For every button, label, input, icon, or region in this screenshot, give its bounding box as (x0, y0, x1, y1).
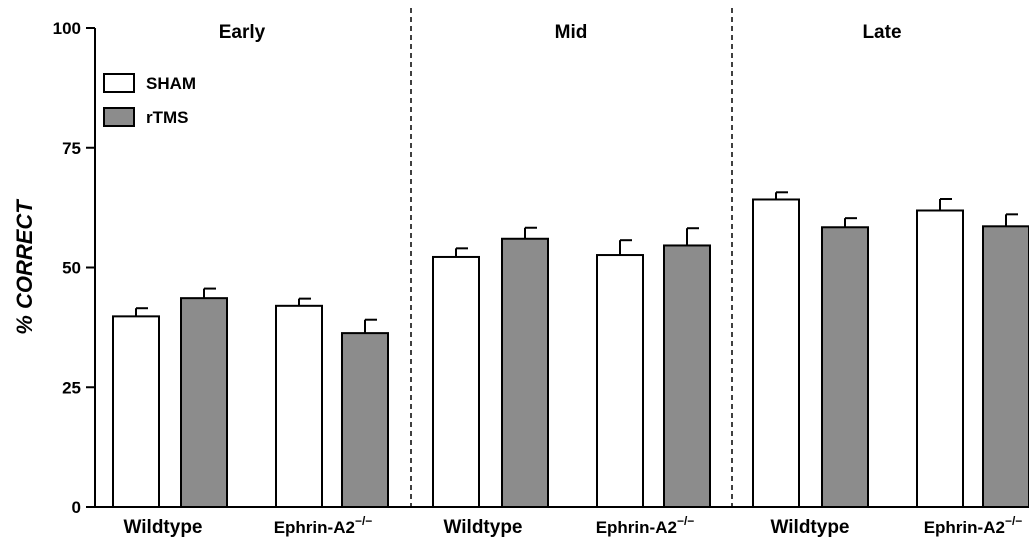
category-label: Wildtype (124, 517, 203, 538)
y-tick-label: 0 (72, 498, 81, 517)
bar (916, 209, 964, 508)
category-superscript: −/− (1005, 514, 1022, 528)
bar (112, 315, 160, 508)
category-label: Wildtype (444, 517, 523, 538)
bar (341, 332, 389, 508)
panel-title: Late (862, 22, 901, 43)
bar (821, 226, 869, 508)
category-name: Wildtype (444, 517, 523, 538)
bar (752, 198, 800, 508)
bar (275, 304, 323, 508)
legend-swatch (103, 107, 135, 127)
category-name: Ephrin-A2 (924, 518, 1005, 537)
bar (663, 244, 711, 508)
panel-title: Mid (555, 22, 588, 43)
bar (596, 254, 644, 508)
category-name: Ephrin-A2 (274, 518, 355, 537)
category-label: Ephrin-A2−/− (274, 514, 373, 537)
y-tick-label: 50 (62, 259, 81, 278)
category-label: Ephrin-A2−/− (924, 514, 1023, 537)
y-tick-label: 100 (53, 19, 81, 38)
bar (432, 255, 480, 508)
category-name: Wildtype (771, 517, 850, 538)
y-tick-label: 25 (62, 378, 81, 397)
category-superscript: −/− (677, 514, 694, 528)
category-name: Ephrin-A2 (596, 518, 677, 537)
panel-title: Early (219, 22, 266, 43)
category-name: Wildtype (124, 517, 203, 538)
y-tick-label: 75 (62, 139, 81, 158)
legend-label: SHAM (146, 74, 196, 93)
bar (180, 297, 228, 508)
bar (501, 237, 549, 508)
category-superscript: −/− (355, 514, 372, 528)
legend-label: rTMS (146, 108, 189, 127)
bar (982, 225, 1029, 508)
category-label: Wildtype (771, 517, 850, 538)
legend-swatch (103, 73, 135, 93)
category-label: Ephrin-A2−/− (596, 514, 695, 537)
y-axis-label: % CORRECT (12, 199, 37, 335)
